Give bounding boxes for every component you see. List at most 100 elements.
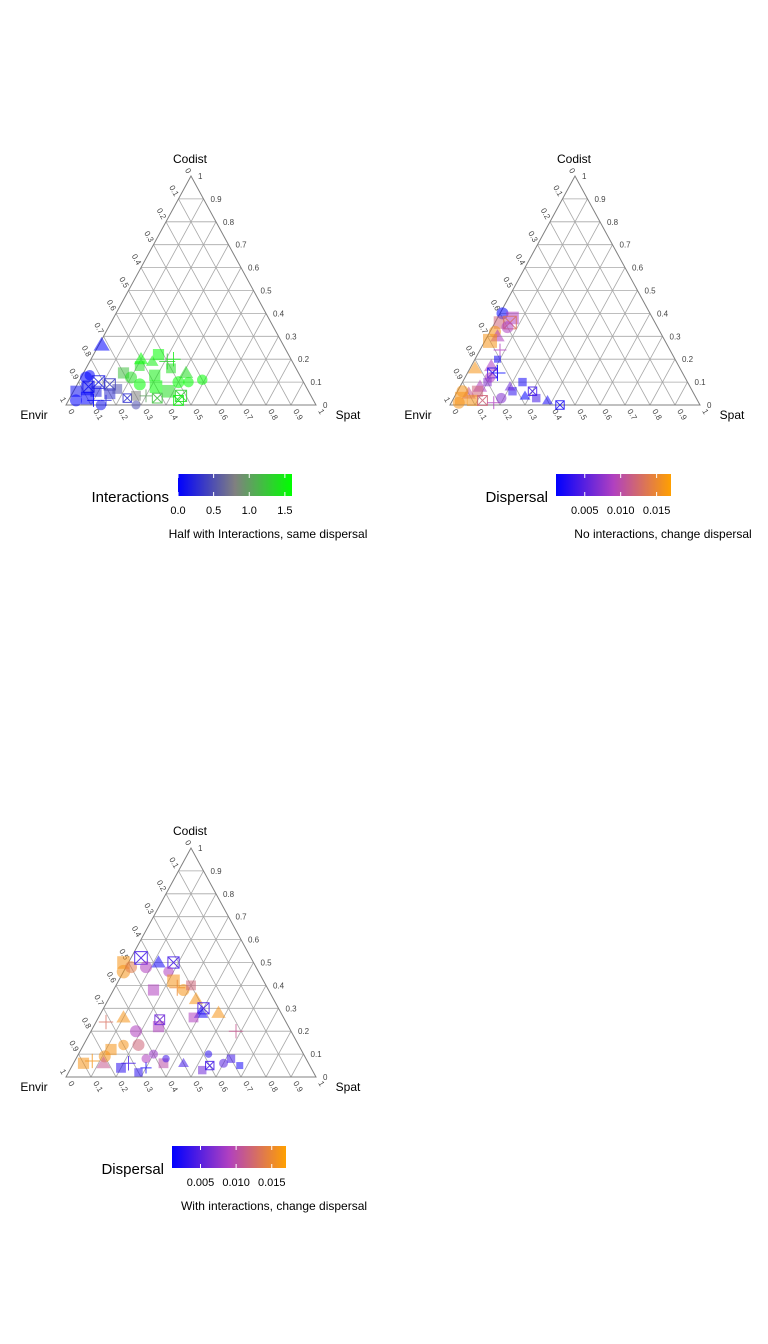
- color-bar: [178, 474, 292, 496]
- point-triangle: [467, 361, 483, 374]
- codist-tick-label: 0.1: [311, 378, 323, 387]
- point-plus: [228, 1024, 244, 1039]
- point-circle: [133, 378, 146, 391]
- spat-tick-label: 0.2: [116, 408, 130, 423]
- grid-line: [215, 313, 267, 406]
- spat-tick-label: 0.9: [291, 1080, 305, 1095]
- point-square: [149, 380, 163, 393]
- envir-tick-label: 0.9: [67, 367, 81, 382]
- point-square: [506, 311, 519, 325]
- point-circle: [118, 1039, 129, 1051]
- point-square: [166, 363, 176, 374]
- envir-tick-label: 0.7: [92, 993, 106, 1008]
- point-plus: [493, 343, 507, 357]
- point-square: [149, 369, 161, 381]
- point-triangle: [133, 352, 149, 365]
- spat-tick-label: 0.7: [625, 408, 639, 423]
- grid-line: [649, 359, 676, 406]
- point-square: [131, 390, 141, 401]
- data-points: [70, 336, 208, 411]
- envir-tick-label: 0.6: [105, 970, 119, 985]
- point-circle: [141, 1054, 151, 1064]
- vertex-label-left: Envir: [404, 408, 431, 422]
- point-boxed-x: [151, 392, 163, 404]
- codist-tick-label: 0.2: [682, 355, 694, 364]
- point-circle: [496, 392, 507, 404]
- grid-line: [178, 870, 292, 1078]
- envir-tick-label: 0.4: [130, 924, 144, 939]
- legend-tick-label: 0.015: [643, 505, 671, 517]
- legend-tick-label: 0.0: [170, 505, 185, 517]
- data-points: [77, 951, 244, 1077]
- point-square: [77, 1057, 90, 1069]
- vertex-label-left: Envir: [20, 408, 47, 422]
- spat-tick-label: 0: [66, 1080, 76, 1089]
- envir-tick-label: 0.3: [142, 230, 156, 245]
- point-triangle: [151, 955, 166, 968]
- spat-tick-label: 0.5: [191, 1080, 205, 1095]
- point-square: [117, 367, 130, 379]
- legend-title: Dispersal: [101, 1161, 164, 1178]
- spat-tick-label: 0.1: [91, 1080, 105, 1095]
- grid-line: [178, 198, 292, 406]
- point-circle: [125, 961, 137, 974]
- spat-tick-label: 0.5: [191, 408, 205, 423]
- point-circle: [70, 394, 82, 407]
- grid-line: [265, 1031, 292, 1078]
- legend-title: Dispersal: [485, 489, 548, 506]
- ternary-grid: [462, 198, 688, 406]
- point-triangle: [145, 355, 159, 366]
- color-legend-2: Dispersal 0.005 0.010 0.015 No interactions,…: [485, 474, 752, 541]
- grid-line: [90, 870, 204, 1078]
- ternary-plot-1: 0000.10.10.10.20.20.20.30.30.30.40.40.40…: [20, 152, 361, 422]
- plot-caption: With interactions, change dispersal: [181, 1199, 367, 1213]
- codist-tick-label: 1: [198, 844, 203, 853]
- grid-line: [290, 381, 304, 406]
- codist-tick-label: 0.9: [211, 867, 223, 876]
- spat-tick-label: 0.4: [166, 1080, 180, 1095]
- envir-tick-label: 0.8: [80, 1016, 94, 1031]
- spat-tick-label: 0: [450, 408, 460, 417]
- point-boxed-x: [205, 1060, 215, 1071]
- ternary-plot-2: 0000.10.10.10.20.20.20.30.30.30.40.40.40…: [404, 152, 745, 422]
- spat-tick-label: 0.1: [475, 408, 489, 423]
- grid-line: [674, 381, 688, 406]
- envir-tick-label: 0.4: [514, 252, 528, 267]
- codist-tick-label: 0.4: [273, 309, 285, 318]
- point-square: [508, 387, 517, 396]
- spat-tick-label: 0.8: [266, 408, 280, 423]
- spat-tick-label: 0.3: [525, 408, 539, 423]
- point-plus: [87, 394, 100, 407]
- point-square: [90, 385, 102, 397]
- spat-tick-label: 0.4: [166, 408, 180, 423]
- tick-labels: 0000.10.10.10.20.20.20.30.30.30.40.40.40…: [58, 839, 328, 1094]
- spat-tick-label: 1: [700, 408, 710, 417]
- codist-tick-label: 0.5: [645, 287, 657, 296]
- point-triangle: [93, 336, 110, 351]
- vertex-label-top: Codist: [173, 824, 208, 838]
- vertex-label-right: Spat: [720, 408, 745, 422]
- vertex-label-left: Envir: [20, 1080, 47, 1094]
- point-circle: [452, 396, 465, 409]
- point-square: [167, 974, 180, 988]
- envir-tick-label: 0.5: [117, 275, 131, 290]
- point-plus: [140, 1062, 152, 1074]
- legend-tick-label: 1.0: [242, 505, 257, 517]
- grid-line: [190, 962, 254, 1078]
- codist-tick-label: 0.9: [211, 195, 223, 204]
- envir-tick-label: 0.1: [551, 184, 565, 199]
- ternary-frame: [65, 174, 317, 406]
- envir-tick-label: 0.8: [80, 344, 94, 359]
- codist-tick-label: 0: [707, 401, 712, 410]
- envir-tick-label: 0.5: [501, 275, 515, 290]
- envir-tick-label: 0.3: [142, 902, 156, 917]
- point-boxed-x: [122, 393, 132, 403]
- point-boxed-x: [477, 395, 488, 406]
- grid-line: [265, 359, 292, 406]
- codist-tick-label: 0.9: [595, 195, 607, 204]
- envir-tick-label: 0: [183, 167, 193, 176]
- grid-line: [153, 244, 242, 406]
- codist-tick-label: 0.5: [261, 287, 273, 296]
- point-square: [152, 349, 165, 361]
- point-circle: [501, 321, 514, 334]
